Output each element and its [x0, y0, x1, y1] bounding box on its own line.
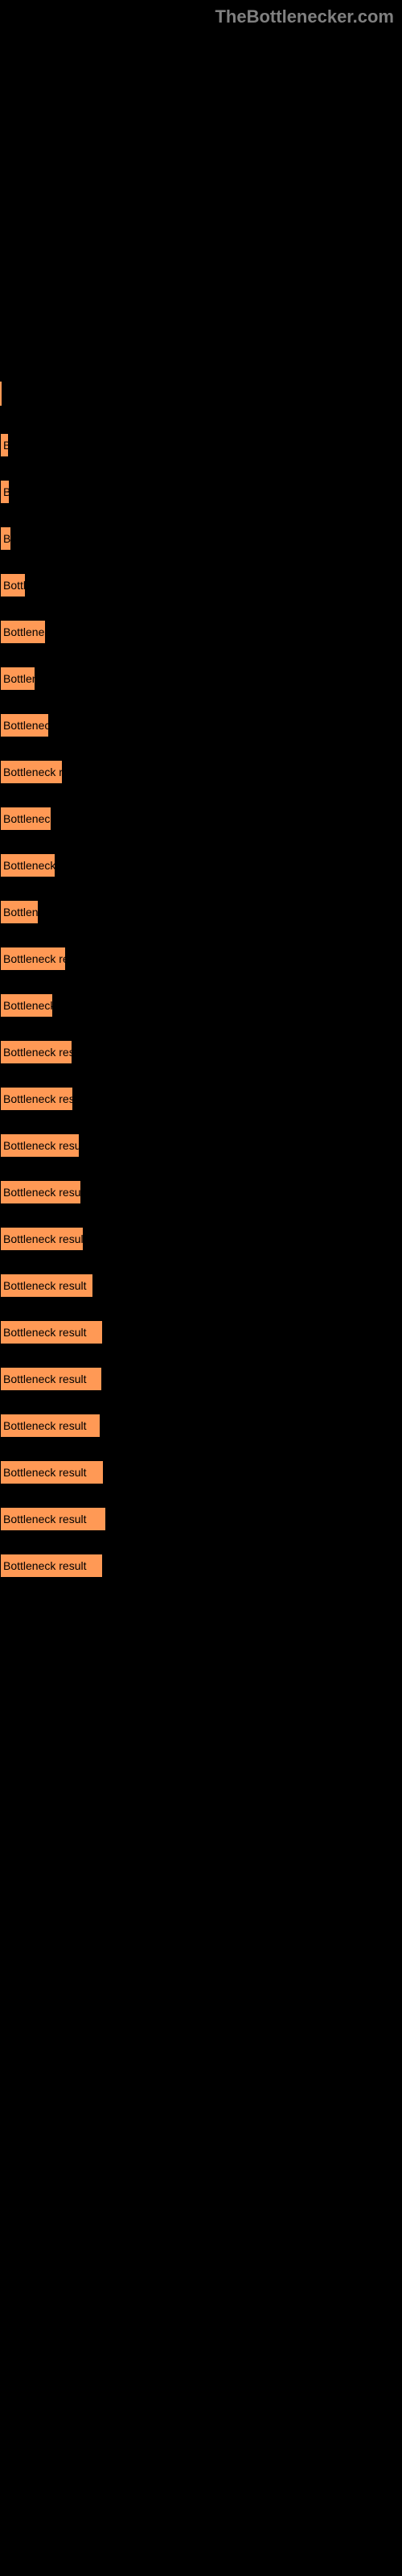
bar-row: Bottleneck result: [0, 842, 402, 889]
bar: Bottleneck result: [0, 760, 63, 784]
bar: Bottleneck result: [0, 807, 51, 831]
bar: Bottleneck result: [0, 573, 26, 597]
bar-row: Bottleneck result: [0, 655, 402, 702]
bar-row: Bottleneck result: [0, 562, 402, 609]
bar-row: Bottleneck result: [0, 702, 402, 749]
bar: Bottleneck result: [0, 713, 49, 737]
bar-label: Bottleneck result: [3, 1466, 87, 1479]
bar: Bottleneck result: [0, 1367, 102, 1391]
bar: Bottleneck result: [0, 1227, 84, 1251]
bar-label: Bottleneck result: [3, 1326, 87, 1339]
bar: Bottleneck result: [0, 620, 46, 644]
bar-label: Bottleneck result: [3, 1046, 72, 1059]
bar-row: Bottleneck result: [0, 982, 402, 1029]
bar-row: Bottleneck result: [0, 1402, 402, 1449]
bar-label: Bottleneck result: [3, 1279, 87, 1292]
bar-label: Bottleneck result: [3, 999, 53, 1012]
bar-row: Bottleneck result: [0, 1216, 402, 1262]
bar-label: Bottleneck result: [3, 719, 49, 732]
bar-label: Bottleneck result: [3, 1513, 87, 1525]
bar: Bottleneck result: [0, 1180, 81, 1204]
bar: Bottleneck result: [0, 1414, 100, 1438]
bar-label: Bottleneck result: [3, 812, 51, 825]
bar-row: Bottleneck result: [0, 889, 402, 935]
bar-row: Bottleneck result: [0, 795, 402, 842]
bar-label: Bottleneck result: [3, 1419, 87, 1432]
bar: Bottleneck result: [0, 526, 11, 551]
bar-label: Bottleneck result: [3, 1186, 81, 1199]
bar: Bottleneck result: [0, 900, 39, 924]
bar-row: Bottleneck result: [0, 935, 402, 982]
watermark: TheBottlenecker.com: [0, 0, 402, 27]
bar: Bottleneck result: [0, 1320, 103, 1344]
bar-label: Bottleneck result: [3, 579, 26, 592]
bar-label: Bottleneck result: [3, 1232, 84, 1245]
bar: Bottleneck result: [0, 433, 9, 457]
bar: Bottleneck result: [0, 853, 55, 877]
bar-row: Bottleneck result: [0, 1356, 402, 1402]
bar-row: Bottleneck result: [0, 1496, 402, 1542]
bar-row: Bottleneck result: [0, 749, 402, 795]
bar-row: Bottleneck result: [0, 609, 402, 655]
bar-row: Bottleneck result: [0, 1029, 402, 1075]
bar: Bottleneck result: [0, 480, 10, 504]
bar-row: Bottleneck result: [0, 469, 402, 515]
axis-marker: [0, 382, 2, 406]
chart-area: Bottleneck result Bottleneck result Bottle…: [0, 27, 402, 1589]
bar-row: Bottleneck result: [0, 1449, 402, 1496]
bar: Bottleneck result: [0, 1087, 73, 1111]
bar-label: Bottleneck result: [3, 859, 55, 872]
bar: Bottleneck result: [0, 1554, 103, 1578]
bar: Bottleneck result: [0, 1133, 80, 1158]
bar-label: Bottleneck result: [3, 1139, 80, 1152]
bar-label: Bottleneck result: [3, 439, 9, 452]
bar: Bottleneck result: [0, 993, 53, 1018]
bar-label: Bottleneck result: [3, 766, 63, 778]
bar-label: Bottleneck result: [3, 485, 10, 498]
bar-label: Bottleneck result: [3, 906, 39, 919]
bar-label: Bottleneck result: [3, 532, 11, 545]
bar: Bottleneck result: [0, 1274, 93, 1298]
bar: Bottleneck result: [0, 667, 35, 691]
bar-label: Bottleneck result: [3, 672, 35, 685]
bar: Bottleneck result: [0, 1040, 72, 1064]
bar-row: Bottleneck result: [0, 1262, 402, 1309]
bar-row: Bottleneck result: [0, 1169, 402, 1216]
bar-label: Bottleneck result: [3, 1559, 87, 1572]
bar-row: Bottleneck result: [0, 1122, 402, 1169]
bar-label: Bottleneck result: [3, 952, 66, 965]
bar-label: Bottleneck result: [3, 1092, 73, 1105]
bar-row: Bottleneck result: [0, 515, 402, 562]
bar-row: Bottleneck result: [0, 1309, 402, 1356]
bar-label: Bottleneck result: [3, 625, 46, 638]
bars-container: Bottleneck result Bottleneck result Bottle…: [0, 422, 402, 1589]
bar-label: Bottleneck result: [3, 1373, 87, 1385]
bar: Bottleneck result: [0, 1460, 104, 1484]
bar: Bottleneck result: [0, 947, 66, 971]
bar-row: Bottleneck result: [0, 1075, 402, 1122]
bar: Bottleneck result: [0, 1507, 106, 1531]
bar-row: Bottleneck result: [0, 1542, 402, 1589]
bar-row: Bottleneck result: [0, 422, 402, 469]
